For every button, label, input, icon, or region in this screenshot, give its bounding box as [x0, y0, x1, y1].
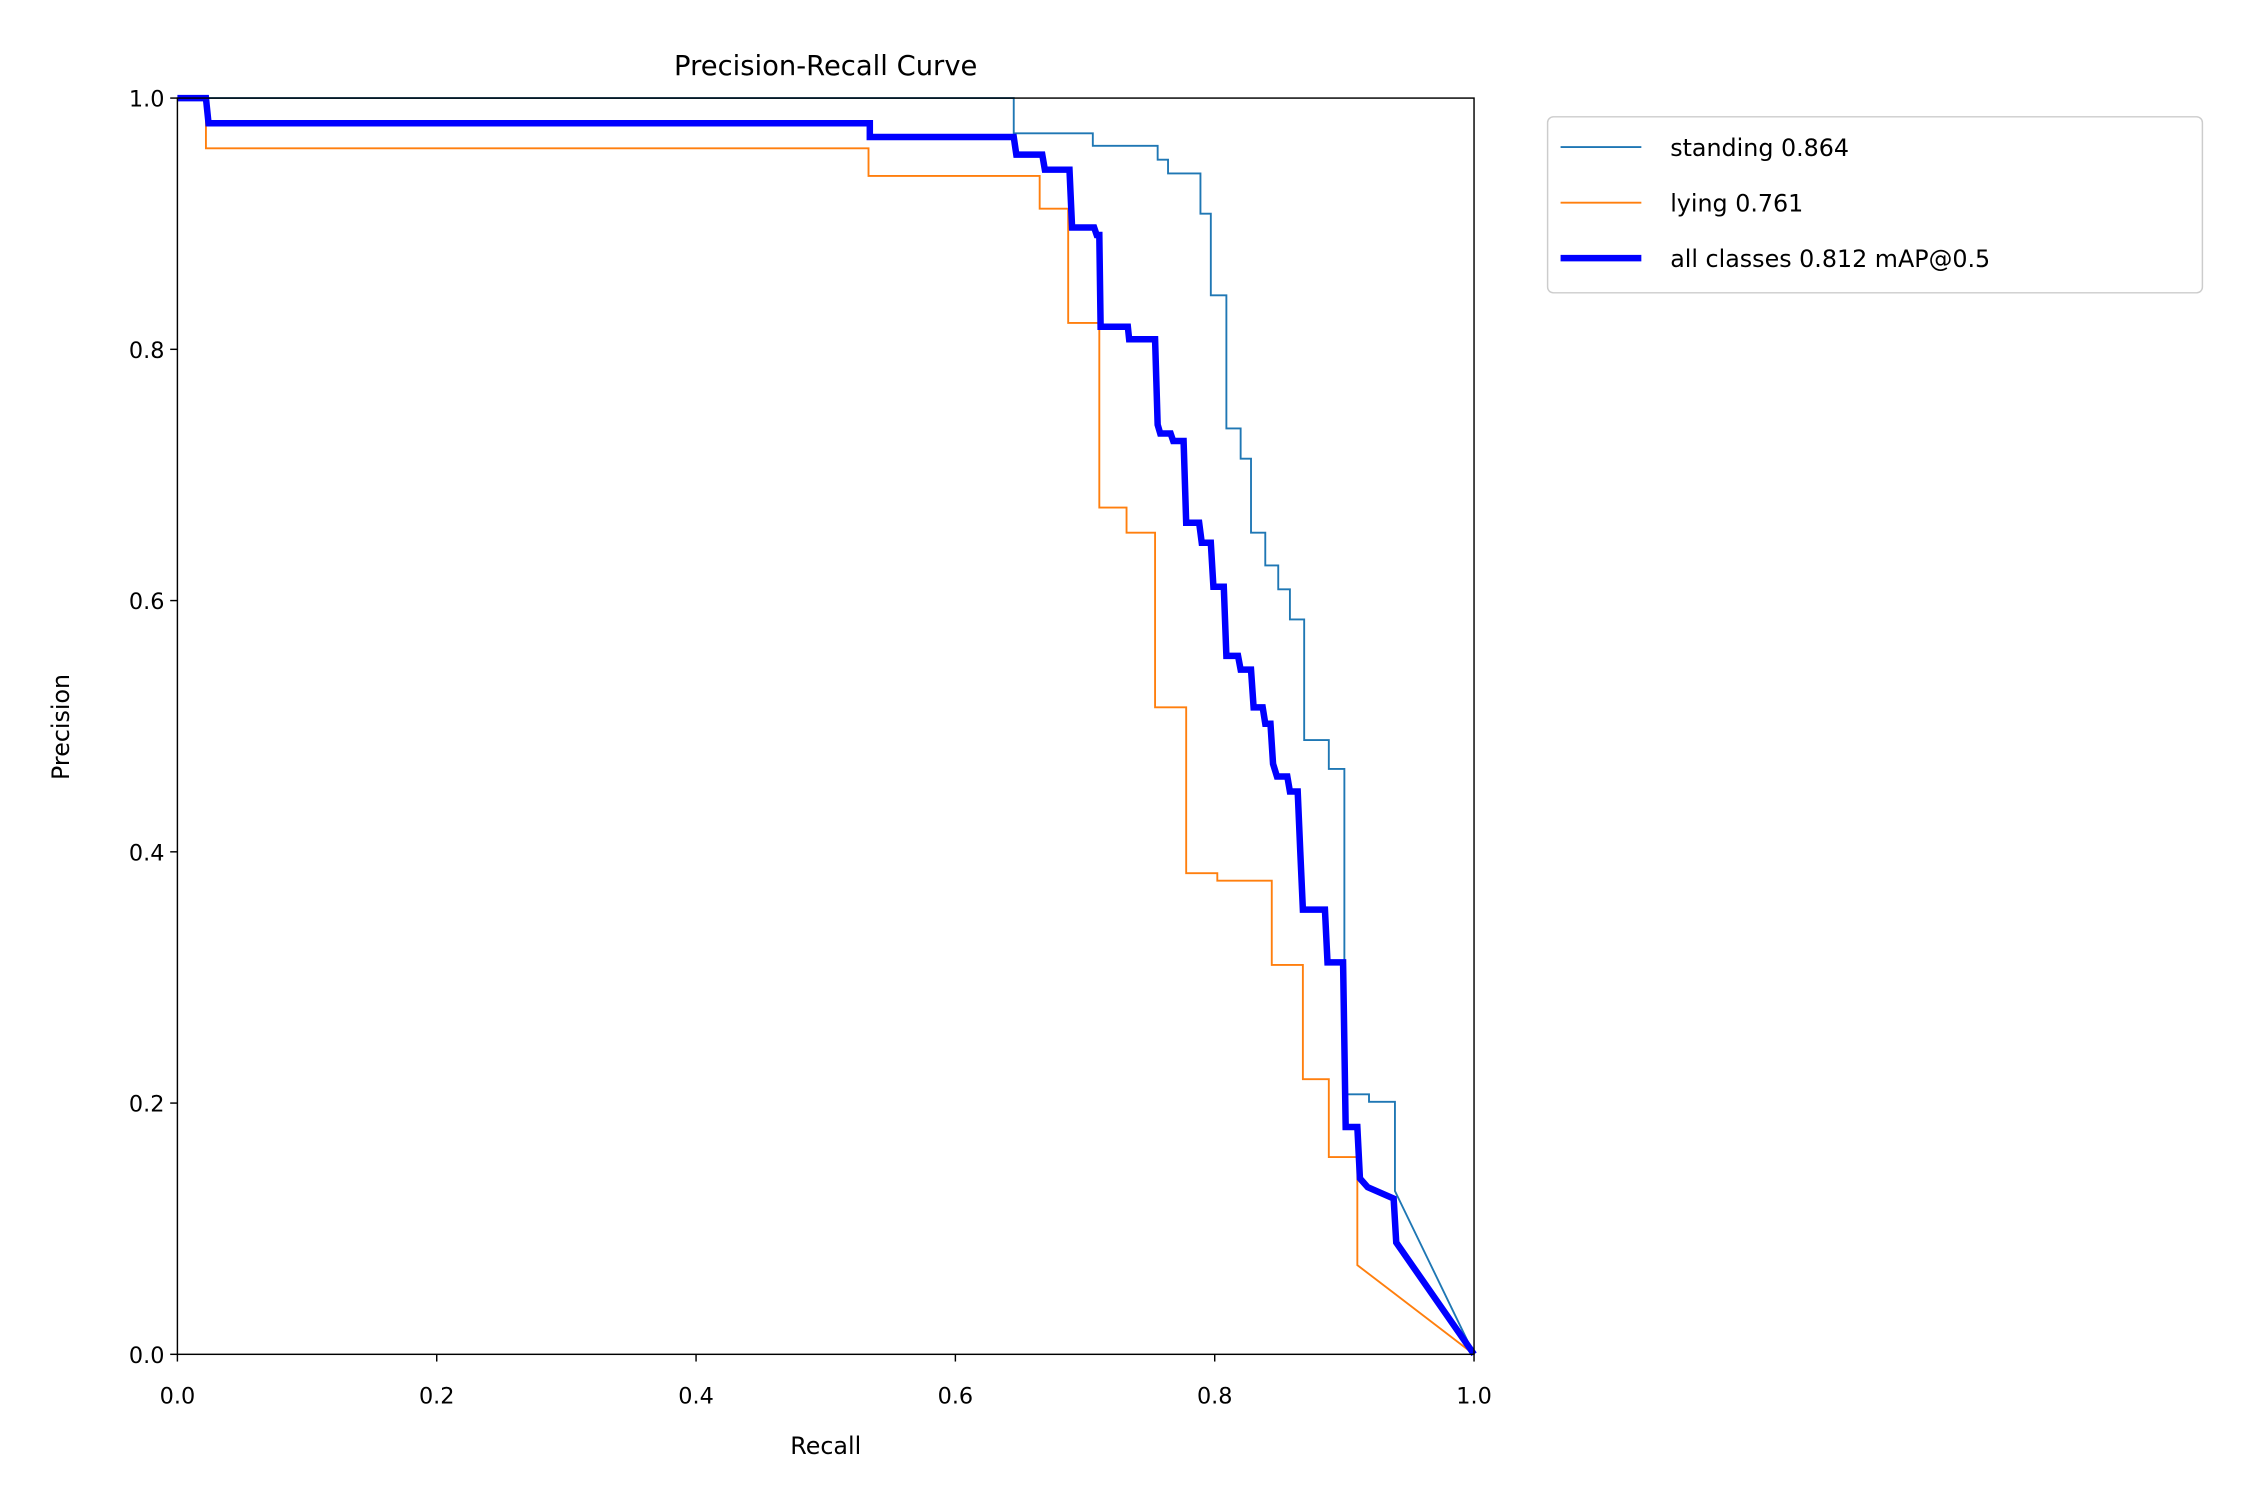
- x-axis: 0.0 0.2 0.4 0.6 0.8 1.0: [160, 1354, 1492, 1409]
- chart-title: Precision-Recall Curve: [674, 51, 977, 82]
- series-line-2: [177, 94, 1477, 1357]
- plot-frame: [176, 97, 1475, 1356]
- x-axis-label: Recall: [790, 1432, 861, 1460]
- legend-entry-1: lying 0.761: [1670, 189, 1803, 217]
- y-axis: 0.0 0.2 0.4 0.6 0.8 1.0: [129, 87, 178, 1369]
- legend-entry-0: standing 0.864: [1670, 134, 1849, 162]
- y-tick-label: 0.8: [129, 338, 165, 364]
- x-tick-label: 0.6: [938, 1383, 974, 1409]
- y-tick-label: 0.6: [129, 589, 165, 615]
- x-tick-label: 0.0: [160, 1383, 196, 1409]
- curves: [177, 94, 1477, 1357]
- y-tick-label: 1.0: [129, 87, 165, 113]
- x-tick-label: 0.2: [419, 1383, 455, 1409]
- series-line-1: [177, 97, 1475, 1356]
- y-tick-label: 0.0: [129, 1343, 165, 1369]
- series-line-0: [177, 97, 1475, 1355]
- x-tick-label: 0.4: [678, 1383, 714, 1409]
- legend-box: [1546, 116, 2204, 294]
- x-tick-label: 1.0: [1456, 1383, 1492, 1409]
- legend-entry-2: all classes 0.812 mAP@0.5: [1670, 245, 1990, 273]
- y-tick-label: 0.2: [129, 1092, 165, 1118]
- y-tick-label: 0.4: [129, 840, 165, 866]
- y-axis-label: Precision: [47, 674, 75, 780]
- legend: standing 0.864 lying 0.761 all classes 0.8…: [1546, 116, 2204, 294]
- x-tick-label: 0.8: [1197, 1383, 1233, 1409]
